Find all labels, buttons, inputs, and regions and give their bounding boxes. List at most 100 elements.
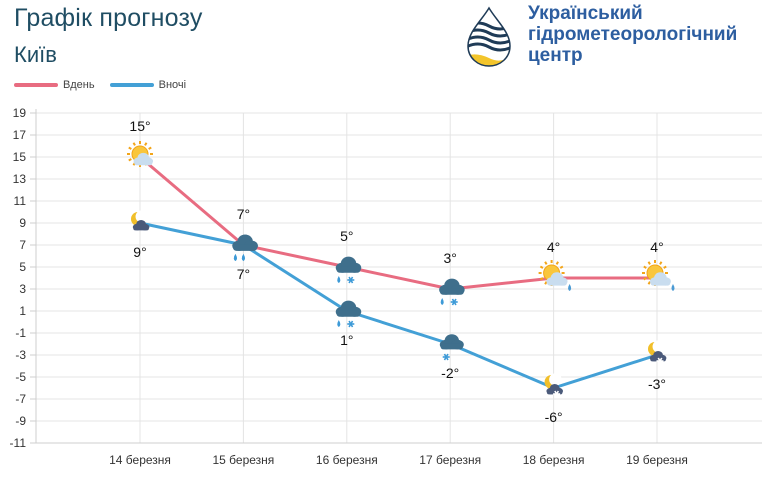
cloud-part	[336, 310, 361, 317]
cloud-part	[440, 343, 463, 350]
x-tick-label: 17 березня	[419, 453, 481, 467]
data-label-day: 3°	[444, 250, 457, 266]
y-tick-label: -7	[15, 392, 26, 406]
data-label-day: 15°	[129, 118, 150, 134]
organization-name: Український гідрометеорологічний центр	[528, 3, 737, 66]
sun-ray	[559, 265, 564, 269]
data-label-day: 4°	[650, 239, 663, 255]
moon-cloud-icon	[131, 210, 150, 231]
sun-cloud-icon	[127, 141, 154, 167]
cloud-part	[547, 280, 567, 286]
rain-drop	[233, 254, 237, 261]
rain-drop	[241, 254, 245, 261]
moon-shadow	[652, 340, 666, 353]
data-label-night: -6°	[545, 409, 563, 425]
cloud-part	[233, 244, 257, 251]
sun-ray	[643, 277, 647, 281]
snow-flake	[348, 320, 354, 328]
snow-flake	[443, 353, 449, 361]
x-tick-label: 16 березня	[316, 453, 378, 467]
cloud-rain-icon	[232, 234, 258, 261]
city-name: Київ	[14, 42, 57, 67]
sun-ray	[544, 261, 548, 265]
y-tick-label: -1	[15, 326, 26, 340]
y-tick-label: -11	[10, 436, 27, 450]
cloud-part	[133, 226, 149, 231]
cloud-part	[336, 266, 361, 273]
y-tick-label: -5	[15, 370, 26, 384]
moon-shadow	[135, 210, 149, 223]
sun-ray	[144, 142, 148, 146]
y-tick-label: 17	[13, 128, 27, 142]
rain-drop	[671, 284, 675, 291]
legend-item-day[interactable]: Вдень	[14, 79, 95, 91]
y-tick-label: 9	[19, 216, 26, 230]
data-label-night: 9°	[133, 244, 146, 260]
moon-cloud-snow-icon	[648, 340, 667, 365]
data-label-day: 7°	[237, 206, 250, 222]
sun-cloud-rain-icon	[538, 260, 572, 291]
data-label-day: 4°	[547, 239, 560, 255]
rain-drop	[440, 298, 444, 305]
snow-flake	[451, 298, 457, 306]
snow-flake	[348, 276, 354, 284]
org-line-3: центр	[528, 45, 583, 66]
cloud-snow-icon	[439, 334, 464, 361]
legend-label-day: Вдень	[63, 79, 95, 91]
moon-shadow	[549, 373, 562, 386]
y-tick-label: 19	[13, 106, 27, 120]
rain-drop	[337, 320, 341, 327]
uhmc-logo-icon	[467, 6, 511, 67]
chart-legend: Вдень Вночі	[14, 78, 198, 91]
data-label-night: -2°	[441, 365, 459, 381]
series-line-day	[139, 155, 657, 291]
legend-label-night: Вночі	[158, 79, 187, 91]
sun-ray	[647, 261, 651, 265]
sun-ray	[663, 265, 667, 269]
sun-ray	[544, 281, 548, 285]
cloud-rain-snow-icon	[439, 278, 465, 306]
y-tick-label: 15	[13, 150, 27, 164]
series-line-night	[139, 221, 658, 390]
y-tick-label: 3	[19, 282, 26, 296]
sun-ray	[555, 261, 559, 265]
rain-drop	[568, 284, 572, 291]
sun-ray	[643, 265, 647, 269]
legend-swatch-day	[14, 83, 58, 87]
sun-ray	[539, 277, 544, 281]
cloud-rain-snow-icon	[335, 300, 362, 328]
x-tick-label: 15 березня	[212, 453, 274, 467]
org-line-2: гідрометеорологічний	[528, 24, 738, 45]
data-label-night: 1°	[340, 332, 353, 348]
data-label-night: -3°	[648, 376, 666, 392]
cloud-part	[440, 288, 464, 295]
cloud-part	[650, 280, 671, 286]
y-tick-label: 11	[14, 194, 27, 208]
sun-ray	[148, 146, 152, 150]
legend-swatch-night	[109, 83, 154, 87]
y-tick-label: 5	[19, 260, 26, 274]
y-tick-label: 7	[19, 238, 26, 252]
sun-ray	[539, 265, 544, 269]
legend-item-night[interactable]: Вночі	[109, 79, 187, 91]
data-label-day: 5°	[340, 228, 353, 244]
cloud-rain-snow-icon	[335, 256, 362, 284]
y-tick-label: 13	[13, 172, 27, 186]
x-tick-label: 19 березня	[626, 453, 688, 467]
y-tick-label: -9	[15, 414, 26, 428]
rain-drop	[337, 276, 341, 283]
moon-cloud-snow-icon	[544, 373, 563, 398]
sun-cloud-rain-icon	[642, 260, 675, 291]
sun-ray	[659, 261, 663, 265]
org-line-1: Український	[528, 3, 643, 24]
chart-title: Графік прогнозу	[14, 4, 203, 32]
x-tick-label: 14 березня	[109, 453, 171, 467]
snow-flake	[554, 390, 560, 398]
sun-ray	[647, 281, 651, 285]
y-tick-label: -3	[15, 348, 26, 362]
x-tick-label: 18 березня	[523, 453, 585, 467]
cloud-part	[134, 160, 153, 166]
data-label-night: 7°	[237, 266, 250, 282]
sun-ray	[132, 142, 136, 146]
